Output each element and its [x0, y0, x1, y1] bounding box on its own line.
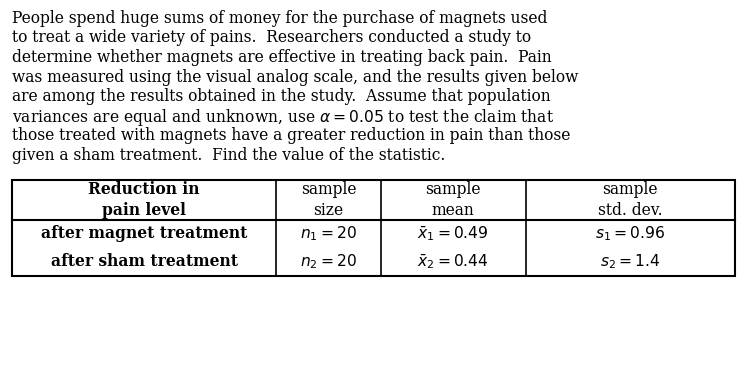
- Text: $s_1 = 0.96$: $s_1 = 0.96$: [595, 225, 666, 243]
- Text: sample
mean: sample mean: [426, 181, 481, 219]
- Text: are among the results obtained in the study.  Assume that population: are among the results obtained in the st…: [12, 88, 551, 105]
- Text: to treat a wide variety of pains.  Researchers conducted a study to: to treat a wide variety of pains. Resear…: [12, 30, 531, 46]
- Text: variances are equal and unknown, use $\alpha = 0.05$ to test the claim that: variances are equal and unknown, use $\a…: [12, 108, 554, 129]
- Text: $n_2 = 20$: $n_2 = 20$: [300, 253, 357, 271]
- Text: determine whether magnets are effective in treating back pain.  Pain: determine whether magnets are effective …: [12, 49, 551, 66]
- Text: Reduction in
pain level: Reduction in pain level: [88, 181, 200, 219]
- Text: $\bar{x}_2 = 0.44$: $\bar{x}_2 = 0.44$: [418, 253, 489, 271]
- Text: sample
size: sample size: [301, 181, 356, 219]
- Text: was measured using the visual analog scale, and the results given below: was measured using the visual analog sca…: [12, 68, 578, 86]
- Text: People spend huge sums of money for the purchase of magnets used: People spend huge sums of money for the …: [12, 10, 548, 27]
- Text: after sham treatment: after sham treatment: [51, 253, 238, 270]
- Text: $\bar{x}_1 = 0.49$: $\bar{x}_1 = 0.49$: [418, 225, 489, 243]
- Text: after magnet treatment: after magnet treatment: [41, 225, 247, 243]
- Text: given a sham treatment.  Find the value of the statistic.: given a sham treatment. Find the value o…: [12, 147, 445, 164]
- Text: sample
std. dev.: sample std. dev.: [598, 181, 663, 219]
- Text: $n_1 = 20$: $n_1 = 20$: [300, 225, 357, 243]
- Text: those treated with magnets have a greater reduction in pain than those: those treated with magnets have a greate…: [12, 127, 571, 144]
- Text: $s_2 = 1.4$: $s_2 = 1.4$: [600, 253, 660, 271]
